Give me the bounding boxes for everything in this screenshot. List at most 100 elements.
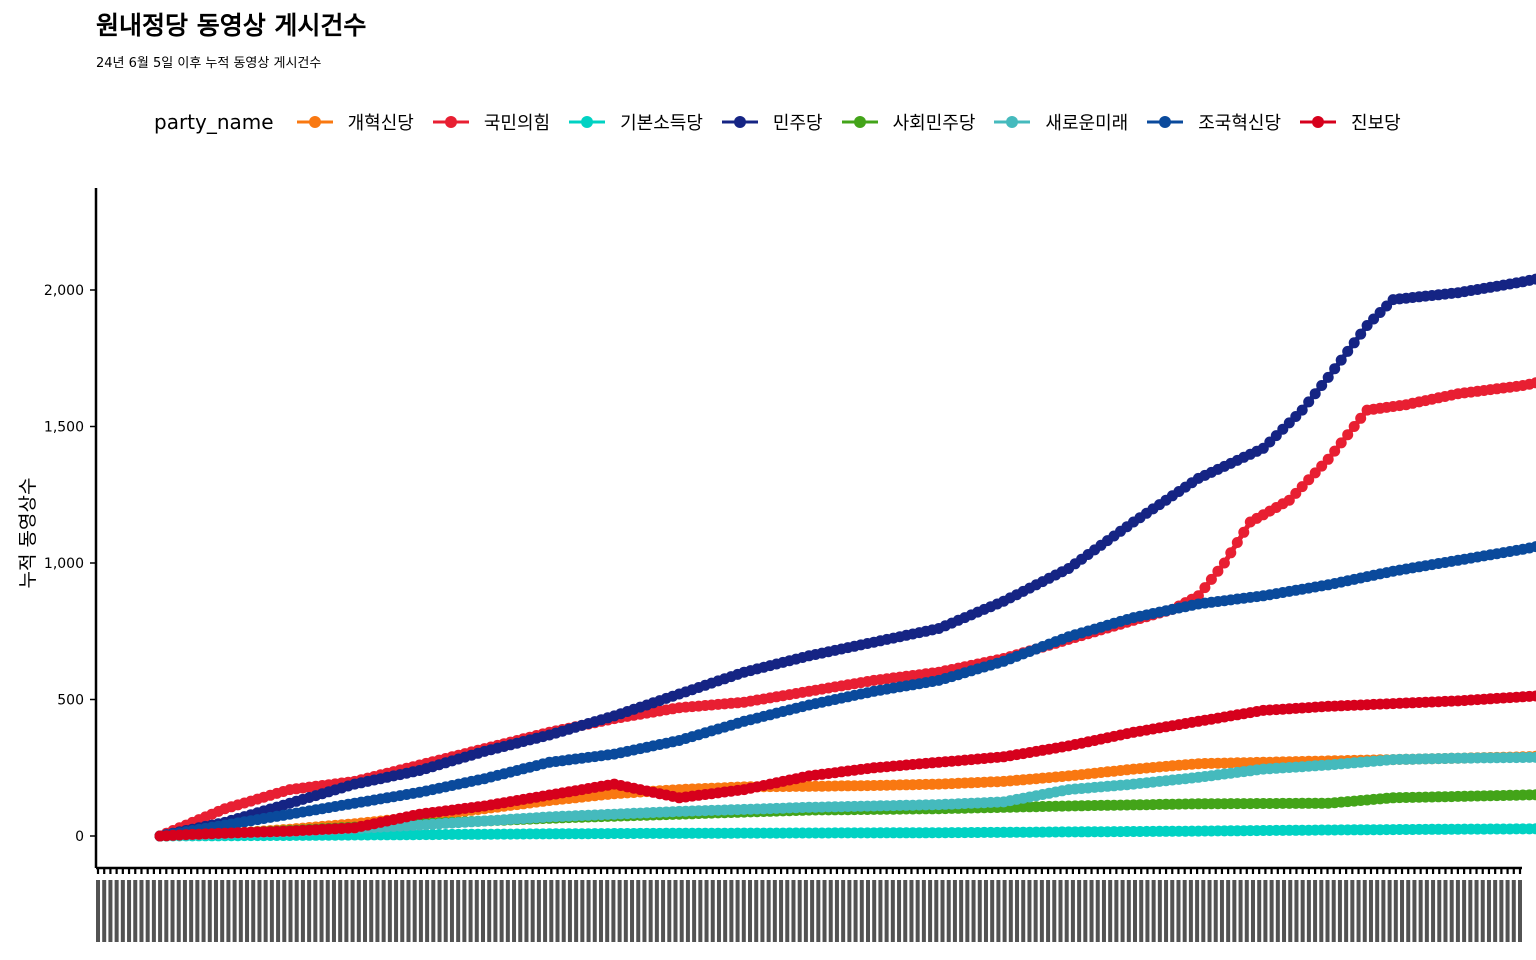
- legend-label: 새로운미래: [1045, 113, 1129, 134]
- x-tick-labels: [96, 880, 1522, 942]
- x-tick-label: [1213, 880, 1218, 942]
- x-tick-label: [1139, 880, 1144, 942]
- x-tick-label: [493, 880, 498, 942]
- x-tick-label: [1027, 880, 1032, 942]
- x-tick-label: [133, 880, 138, 942]
- x-tick-label: [1058, 880, 1063, 942]
- x-tick-label: [890, 880, 895, 942]
- x-tick-label: [996, 880, 1001, 942]
- legend-key: [1300, 116, 1337, 128]
- data-point: [1530, 541, 1536, 553]
- x-tick-label: [1356, 880, 1361, 942]
- data-point: [1309, 467, 1321, 479]
- x-tick-label: [1133, 880, 1138, 942]
- x-tick-label: [1368, 880, 1373, 942]
- x-tick-label: [313, 880, 318, 942]
- x-tick-label: [1176, 880, 1181, 942]
- x-tick-label: [1195, 880, 1200, 942]
- x-tick-label: [1418, 880, 1423, 942]
- x-tick-label: [766, 880, 771, 942]
- x-tick-label: [797, 880, 802, 942]
- legend-label: 조국혁신당: [1198, 113, 1282, 134]
- x-tick-label: [269, 880, 274, 942]
- x-tick-label: [251, 880, 256, 942]
- x-tick-label: [1362, 880, 1367, 942]
- x-tick-label: [1244, 880, 1249, 942]
- x-tick-label: [648, 880, 653, 942]
- data-point: [1342, 345, 1354, 357]
- data-point: [1225, 547, 1237, 559]
- x-tick-label: [1114, 880, 1119, 942]
- x-tick-label: [909, 880, 914, 942]
- x-tick-label: [245, 880, 250, 942]
- x-tick-label: [456, 880, 461, 942]
- data-point: [1530, 751, 1536, 763]
- x-tick-label: [1462, 880, 1467, 942]
- x-tick-label: [679, 880, 684, 942]
- x-tick-label: [1064, 880, 1069, 942]
- x-tick-label: [325, 880, 330, 942]
- x-tick-label: [617, 880, 622, 942]
- x-tick-label: [1325, 880, 1330, 942]
- x-tick-label: [710, 880, 715, 942]
- x-tick-label: [990, 880, 995, 942]
- x-tick-label: [1083, 880, 1088, 942]
- x-tick-label: [816, 880, 821, 942]
- legend-label: 진보당: [1351, 113, 1401, 134]
- data-point: [1316, 460, 1328, 472]
- data-point: [1296, 404, 1308, 416]
- x-tick-label: [406, 880, 411, 942]
- x-tick-label: [1518, 880, 1522, 942]
- x-tick-label: [822, 880, 827, 942]
- x-tick-label: [630, 880, 635, 942]
- x-tick-label: [1486, 880, 1491, 942]
- y-tick-label: 0: [75, 829, 84, 845]
- x-tick-label: [207, 880, 212, 942]
- x-tick-label: [760, 880, 765, 942]
- x-tick-label: [127, 880, 132, 942]
- x-tick-label: [226, 880, 231, 942]
- x-tick-label: [1046, 880, 1051, 942]
- x-tick-label: [810, 880, 815, 942]
- x-tick-label: [847, 880, 852, 942]
- x-tick-label: [598, 880, 603, 942]
- data-point: [1212, 565, 1224, 577]
- data-point: [1218, 557, 1230, 569]
- y-tick-label: 500: [57, 693, 84, 709]
- legend-item: 사회민주당: [841, 109, 975, 135]
- series-line: [157, 276, 1536, 839]
- x-tick-label: [158, 880, 163, 942]
- x-tick-label: [586, 880, 591, 942]
- x-tick-label: [952, 880, 957, 942]
- x-tick-label: [1070, 880, 1075, 942]
- x-tick-label: [1250, 880, 1255, 942]
- x-tick-label: [1375, 880, 1380, 942]
- data-point: [1530, 690, 1536, 702]
- series-조국혁신당: [154, 541, 1536, 842]
- x-tick-label: [1449, 880, 1454, 942]
- legend: party_name 개혁신당 국민의힘 기본소득당 민주당 사회민주당 새로운미래 조국혁…: [154, 108, 1419, 136]
- data-point: [1348, 421, 1360, 432]
- x-tick-label: [977, 880, 982, 942]
- x-tick-label: [530, 880, 535, 942]
- x-tick-label: [102, 880, 107, 942]
- x-tick-label: [654, 880, 659, 942]
- x-tick-label: [276, 880, 281, 942]
- x-tick-label: [1170, 880, 1175, 942]
- x-tick-label: [741, 880, 746, 942]
- x-tick-label: [1393, 880, 1398, 942]
- x-tick-label: [1499, 880, 1504, 942]
- x-tick-label: [418, 880, 423, 942]
- x-tick-label: [220, 880, 225, 942]
- x-tick-label: [449, 880, 454, 942]
- x-tick-label: [1232, 880, 1237, 942]
- legend-key: [1147, 116, 1184, 128]
- x-tick-label: [611, 880, 616, 942]
- x-tick-label: [381, 880, 386, 942]
- data-point: [1329, 363, 1341, 375]
- x-tick-label: [1257, 880, 1262, 942]
- x-tick-label: [524, 880, 529, 942]
- x-tick-label: [1331, 880, 1336, 942]
- x-tick-label: [636, 880, 641, 942]
- x-tick-label: [698, 880, 703, 942]
